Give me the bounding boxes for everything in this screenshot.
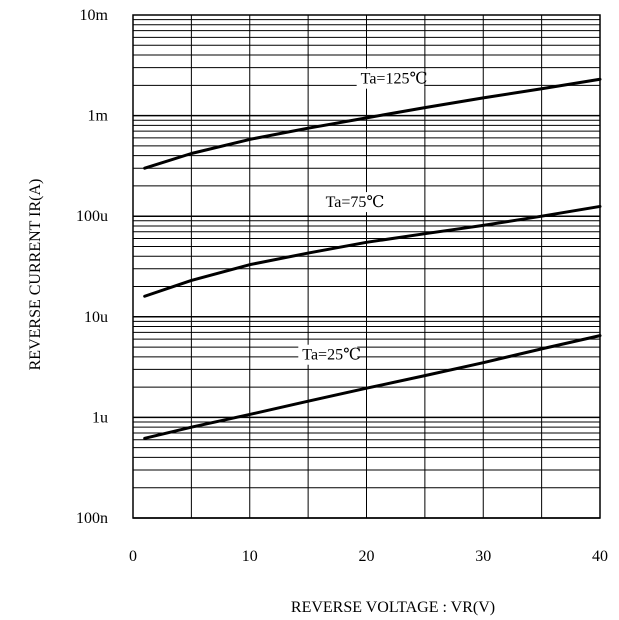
curve-label: Ta=25℃ [302,347,361,364]
x-tick-label: 0 [129,548,137,565]
curve-label-bg [298,344,358,365]
curve-labels: Ta=125℃ Ta=75℃ Ta=25℃ [298,68,428,365]
plot-frame [132,14,601,519]
series-layer [143,77,602,440]
y-tick-label: 1m [88,108,109,125]
curve-label: Ta=125℃ [361,71,428,88]
series-line [143,334,602,440]
x-tick-label: 30 [475,548,491,565]
x-axis-label: REVERSE VOLTAGE : VR(V) [291,599,495,616]
y-tick-label: 10m [80,7,109,24]
y-tick-label: 1u [92,409,108,426]
curve-label: Ta=75℃ [326,194,385,211]
x-tick-label: 20 [359,548,375,565]
curve-label-bg [321,192,381,213]
y-tick-labels: 100n 1u 10u 100u 1m 10m [76,7,109,527]
y-tick-label: 10u [84,309,108,326]
x-tick-label: 40 [592,548,608,565]
series-line [143,204,602,298]
series-line [143,77,602,170]
x-tick-label: 10 [242,548,258,565]
y-tick-label: 100u [76,208,108,225]
y-tick-label: 100n [76,510,108,527]
curve-label-bg [356,68,425,89]
y-axis-label: REVERSE CURRENT IR(A) [27,179,44,371]
x-tick-labels: 0 10 20 30 40 [129,548,608,565]
